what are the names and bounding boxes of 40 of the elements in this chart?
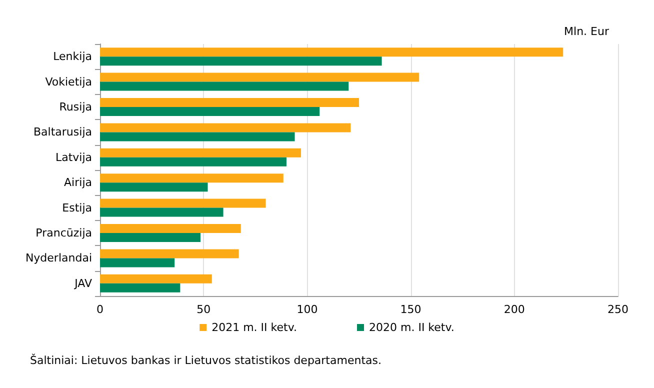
y-tick-label: JAV: [74, 276, 92, 290]
bar: [100, 283, 180, 292]
bar: [100, 72, 420, 82]
bar: [100, 208, 224, 217]
x-tick-label: 50: [196, 303, 211, 316]
legend-label: 2020 m. II ketv.: [369, 321, 454, 334]
y-tick-label: Nyderlandai: [25, 252, 92, 265]
y-tick-label: Prancūzija: [36, 226, 92, 240]
x-tick-label: 200: [504, 303, 525, 316]
x-axis-title: Mln. Eur: [564, 25, 610, 38]
x-tick-label: 0: [96, 303, 104, 316]
bar: [100, 249, 239, 258]
y-tick-label: Baltarusija: [34, 126, 92, 139]
bar: [100, 123, 351, 132]
x-tick-label: 100: [296, 303, 318, 316]
legend-label: 2021 m. II ketv.: [212, 321, 298, 334]
bar: [100, 274, 212, 284]
y-tick-label: Rusija: [59, 100, 92, 114]
x-tick-label: 250: [608, 303, 628, 316]
y-tick-label: Lenkija: [53, 50, 92, 64]
bar: [100, 98, 359, 107]
bar: [100, 258, 175, 268]
bar: [100, 224, 241, 233]
y-tick-label: Estija: [62, 201, 92, 214]
bar: [100, 56, 382, 66]
bar: [100, 198, 266, 208]
y-tick-label: Latvija: [55, 150, 92, 164]
bar: [100, 107, 320, 116]
bar: [100, 157, 286, 166]
y-tick-label: Vokietija: [45, 75, 92, 88]
bar: [100, 148, 301, 158]
bar: [100, 174, 284, 183]
bar: [100, 182, 208, 192]
bar: [100, 233, 200, 242]
bar: [100, 48, 564, 57]
bar: [100, 82, 349, 91]
bar: [100, 132, 295, 142]
y-tick-label: Airija: [64, 176, 92, 190]
text: Šaltiniai: Lietuvos bankas ir Lietuvos statistikos departamentas.: [30, 353, 382, 367]
x-tick-label: 150: [400, 303, 422, 316]
